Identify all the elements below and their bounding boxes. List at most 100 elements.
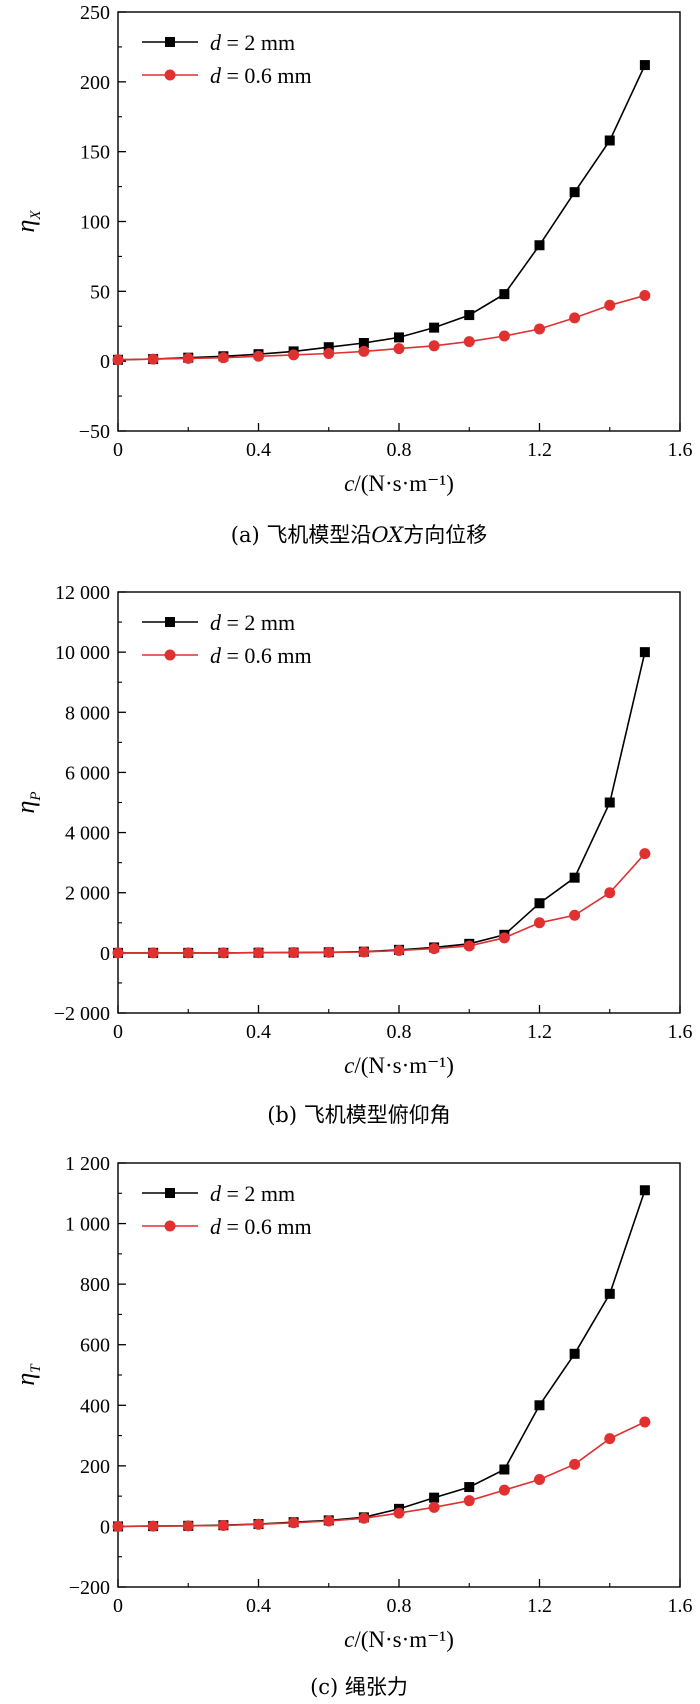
panel-caption-text: (c) 绳张力 bbox=[310, 1675, 408, 1699]
data-point-circle bbox=[534, 917, 545, 929]
data-point-circle bbox=[569, 909, 581, 921]
y-axis-symbol: η bbox=[11, 1373, 40, 1386]
series-line-1 bbox=[118, 853, 646, 954]
data-point-circle bbox=[428, 1501, 440, 1513]
legend-marker-circle bbox=[164, 69, 176, 81]
y-tick-label: 200 bbox=[80, 1456, 110, 1478]
y-axis-subscript: P bbox=[28, 791, 44, 801]
legend-label-var: d bbox=[210, 643, 222, 668]
data-point-circle bbox=[323, 946, 335, 958]
x-tick-label: 0.4 bbox=[246, 1021, 271, 1043]
data-point-circle bbox=[182, 1520, 194, 1532]
y-tick-label: 1 200 bbox=[65, 1153, 110, 1175]
y-axis-symbol: η bbox=[11, 801, 40, 814]
data-point-circle bbox=[463, 1495, 475, 1507]
legend-label-var: d bbox=[210, 1181, 222, 1206]
data-point-square bbox=[394, 332, 404, 343]
legend-marker-square bbox=[165, 617, 175, 627]
data-point-square bbox=[639, 647, 650, 658]
legend-label-var: d bbox=[210, 30, 222, 55]
data-point-circle bbox=[604, 887, 616, 899]
plot-frame bbox=[117, 11, 681, 432]
y-axis-subscript: X bbox=[28, 210, 44, 221]
series-line-0 bbox=[118, 651, 646, 954]
data-point-circle bbox=[253, 350, 264, 362]
legend-label-var: d bbox=[210, 63, 222, 88]
data-point-square bbox=[358, 338, 369, 349]
y-tick-label: 12 000 bbox=[55, 582, 110, 604]
data-point-circle bbox=[358, 946, 370, 958]
data-point-circle bbox=[393, 944, 405, 956]
legend-marker-square bbox=[165, 37, 175, 47]
y-tick-label: 0 bbox=[100, 1516, 110, 1538]
x-tick-label: 0.8 bbox=[387, 1595, 412, 1617]
y-axis-label: ηP bbox=[11, 791, 44, 813]
y-tick-label: −50 bbox=[79, 421, 110, 443]
y-tick-label: 400 bbox=[80, 1395, 110, 1417]
legend-marker-circle bbox=[164, 649, 176, 661]
panel-caption: (b) 飞机模型俯仰角 bbox=[267, 1103, 451, 1127]
series-line-1 bbox=[117, 1421, 646, 1528]
series-line-1 bbox=[117, 294, 646, 361]
data-point-circle bbox=[147, 353, 159, 365]
legend-label-rest: = 2 mm bbox=[221, 610, 295, 635]
legend-label-rest: = 2 mm bbox=[221, 30, 295, 55]
legend-label: d = 0.6 mm bbox=[210, 63, 312, 88]
y-tick-label: 200 bbox=[80, 72, 110, 94]
panel-caption: (a) 飞机模型沿OX方向位移 bbox=[231, 523, 487, 547]
legend-label: d = 0.6 mm bbox=[210, 1214, 312, 1239]
data-point-circle bbox=[182, 947, 194, 959]
data-point-square bbox=[639, 1185, 650, 1196]
data-point-circle bbox=[217, 1520, 229, 1532]
x-tick-label: 0.4 bbox=[246, 439, 271, 461]
data-point-circle bbox=[323, 347, 335, 359]
series-line-0 bbox=[117, 64, 646, 361]
chart-panel-0: 0 0.4 0.8 1.2 1.6−50050100150200250c/(N·s·m⁻… bbox=[11, 2, 693, 547]
x-axis-label: c/(N·s·m⁻¹) bbox=[344, 1627, 454, 1652]
data-point-square bbox=[569, 187, 580, 198]
data-point-circle bbox=[358, 345, 370, 357]
panel-caption-var: OX bbox=[371, 523, 404, 547]
legend-label-rest: = 0.6 mm bbox=[221, 643, 312, 668]
x-axis-label: c/(N·s·m⁻¹) bbox=[344, 471, 454, 496]
data-point-circle bbox=[358, 1512, 370, 1524]
y-tick-label: 0 bbox=[100, 351, 110, 373]
x-axis-label-var: c bbox=[344, 471, 354, 496]
plot-frame bbox=[117, 1162, 681, 1588]
data-point-circle bbox=[253, 947, 264, 959]
data-point-circle bbox=[604, 1433, 616, 1445]
panel-caption-text: (b) 飞机模型俯仰角 bbox=[267, 1103, 451, 1127]
x-axis-label-var: c bbox=[344, 1053, 354, 1078]
data-point-circle bbox=[428, 340, 440, 352]
panel-caption-post: 方向位移 bbox=[403, 523, 487, 547]
data-point-circle bbox=[288, 947, 300, 959]
data-point-square bbox=[569, 872, 580, 883]
data-point-circle bbox=[182, 352, 194, 364]
data-point-circle bbox=[463, 336, 475, 348]
y-tick-label: 6 000 bbox=[65, 762, 110, 784]
data-point-circle bbox=[253, 1518, 264, 1530]
y-tick-label: −2 000 bbox=[54, 1003, 110, 1025]
y-tick-label: 150 bbox=[80, 142, 110, 164]
y-tick-label: 250 bbox=[80, 2, 110, 24]
data-point-circle bbox=[498, 1484, 510, 1496]
legend-marker-square bbox=[165, 1188, 175, 1198]
panel-caption: (c) 绳张力 bbox=[310, 1675, 408, 1699]
data-point-circle bbox=[569, 1458, 581, 1470]
series-line-0 bbox=[117, 1190, 646, 1528]
data-point-circle bbox=[569, 312, 581, 324]
data-point-circle bbox=[147, 947, 159, 959]
data-point-square bbox=[639, 60, 650, 71]
data-point-square bbox=[604, 797, 615, 808]
legend-marker-circle bbox=[164, 1220, 176, 1232]
data-point-circle bbox=[323, 1515, 335, 1527]
x-tick-label: 1.2 bbox=[527, 1021, 552, 1043]
x-axis-label: c/(N·s·m⁻¹) bbox=[344, 1053, 454, 1078]
data-point-circle bbox=[428, 943, 440, 955]
x-tick-label: 0 bbox=[113, 1595, 123, 1617]
data-point-circle bbox=[463, 940, 475, 952]
y-tick-label: 10 000 bbox=[55, 642, 110, 664]
data-point-square bbox=[534, 240, 545, 251]
